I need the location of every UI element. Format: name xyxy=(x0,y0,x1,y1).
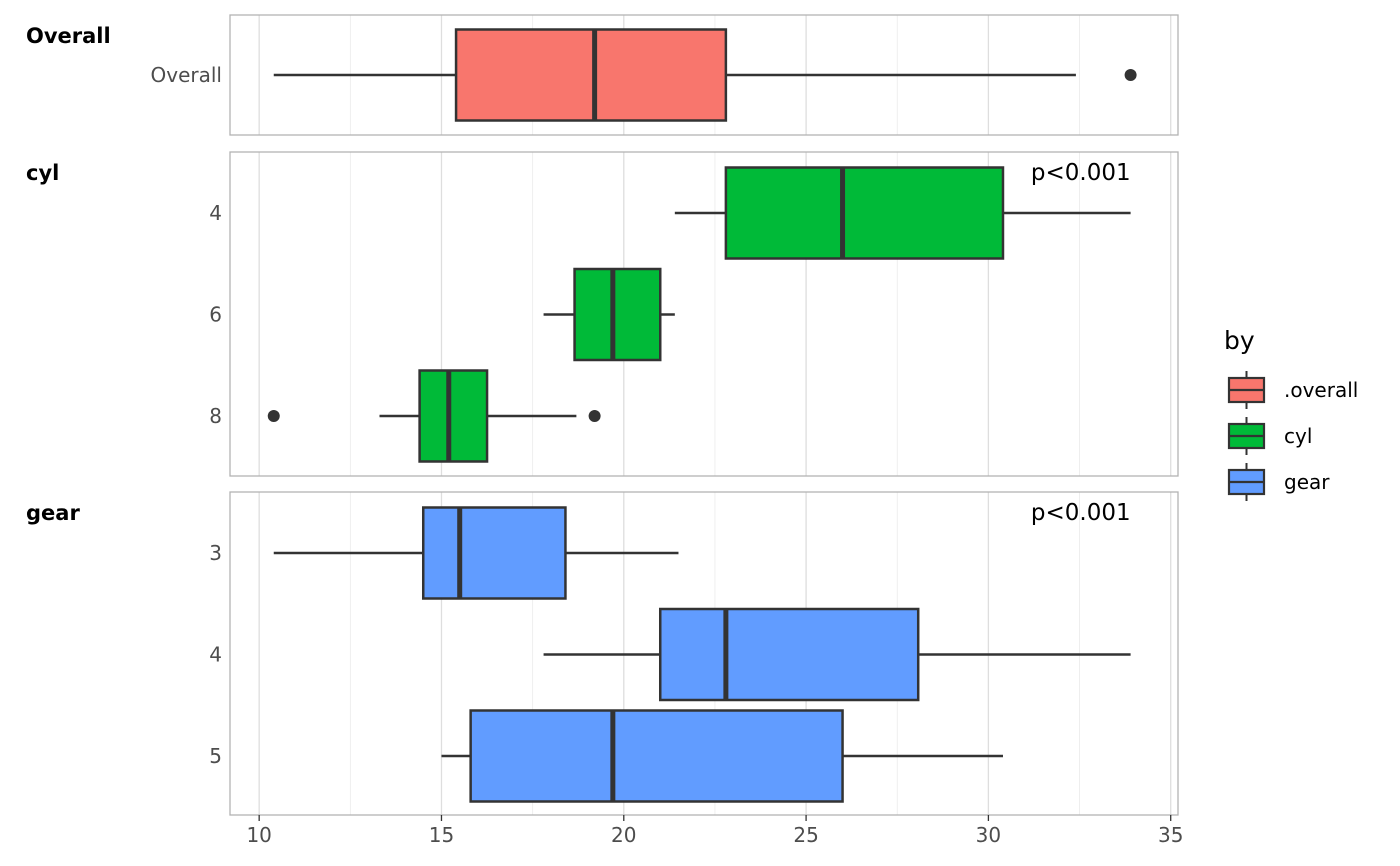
outlier-point xyxy=(267,410,280,422)
y-tick-label: 4 xyxy=(209,201,222,225)
box-iqr xyxy=(469,709,844,803)
box-group-cyl-4: 4 xyxy=(209,166,1131,260)
x-tick-label: 10 xyxy=(246,823,271,847)
x-tick-label: 30 xyxy=(976,823,1001,847)
panels: Overall Overall cyl p<0.001 4 6 8 gear p<0.001 3 4… xyxy=(26,14,1179,816)
panel-cyl: cyl p<0.001 4 6 8 xyxy=(26,151,1179,477)
pvalue-label-gear: p<0.001 xyxy=(1031,500,1131,526)
panel-title-cyl: cyl xyxy=(26,161,59,185)
box-iqr xyxy=(454,28,728,122)
x-axis: 10 15 20 25 30 35 xyxy=(246,815,1183,847)
y-tick-label: 8 xyxy=(209,404,222,428)
legend-item-cyl: cyl xyxy=(1227,417,1312,455)
y-tick-label: 4 xyxy=(209,643,222,667)
legend-title: by xyxy=(1224,326,1255,355)
box-iqr xyxy=(421,506,567,600)
box-group-gear-4: 4 xyxy=(209,607,1131,702)
y-tick-label: 5 xyxy=(209,744,222,768)
panel-border xyxy=(229,491,1179,816)
box-iqr xyxy=(658,607,920,702)
y-tick-label: Overall xyxy=(151,63,222,87)
panel-overall: Overall Overall xyxy=(26,14,1179,136)
y-tick-label: 3 xyxy=(209,541,222,565)
box-iqr xyxy=(573,267,662,362)
box-group-cyl-6: 6 xyxy=(209,267,675,362)
y-tick-label: 6 xyxy=(209,303,222,327)
panel-border xyxy=(229,14,1179,136)
box-group-gear-5: 5 xyxy=(209,709,1003,803)
x-tick-label: 35 xyxy=(1158,823,1183,847)
x-tick-label: 25 xyxy=(793,823,818,847)
x-tick-label: 20 xyxy=(611,823,636,847)
outlier-point xyxy=(588,410,601,422)
panel-gear: gear p<0.001 3 4 5 xyxy=(26,491,1179,816)
legend-label-cyl: cyl xyxy=(1284,424,1312,448)
panel-title-gear: gear xyxy=(26,501,80,525)
panel-border xyxy=(229,151,1179,477)
panel-title-overall: Overall xyxy=(26,24,111,48)
legend-item-overall: .overall xyxy=(1227,371,1358,409)
panel-background xyxy=(230,152,1178,476)
outlier-point xyxy=(1124,69,1137,81)
box-iqr xyxy=(418,369,489,463)
x-tick-label: 15 xyxy=(429,823,454,847)
legend-label-gear: gear xyxy=(1284,470,1330,494)
legend-label-overall: .overall xyxy=(1284,378,1358,402)
box-group-overall-Overall: Overall xyxy=(151,28,1137,122)
box-group-gear-3: 3 xyxy=(209,506,679,600)
pvalue-label-cyl: p<0.001 xyxy=(1031,160,1131,186)
box-iqr xyxy=(724,166,1005,260)
legend: by .overall cyl gear xyxy=(1224,326,1358,501)
box-group-cyl-8: 8 xyxy=(209,369,601,463)
legend-item-gear: gear xyxy=(1227,463,1330,501)
